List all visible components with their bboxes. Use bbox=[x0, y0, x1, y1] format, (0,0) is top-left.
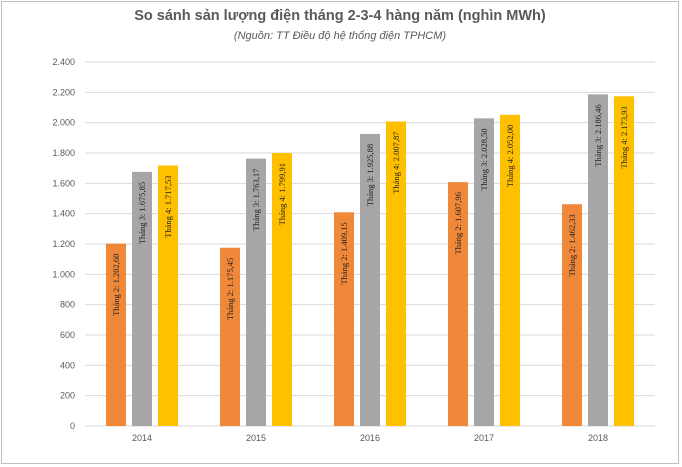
data-label: Tháng 2: 1.202,60 bbox=[111, 254, 121, 316]
bar-tháng-2-2014 bbox=[106, 243, 126, 426]
x-tick-label: 2015 bbox=[246, 433, 266, 443]
y-tick-label: 1.200 bbox=[52, 239, 75, 249]
chart-title: So sánh sản lượng điện tháng 2-3-4 hàng … bbox=[134, 8, 546, 24]
data-label: Tháng 2: 1.607,96 bbox=[453, 192, 463, 254]
data-label: Tháng 3: 2.186,46 bbox=[593, 104, 603, 166]
data-label: Tháng 2: 1.409,15 bbox=[339, 222, 349, 284]
bar-tháng-4-2015 bbox=[272, 153, 292, 426]
bar-tháng-3-2018 bbox=[588, 94, 608, 426]
y-tick-label: 2.200 bbox=[52, 87, 75, 97]
data-label: Tháng 3: 1.925,88 bbox=[365, 144, 375, 206]
bar-tháng-2-2016 bbox=[334, 212, 354, 426]
bar-tháng-4-2016 bbox=[386, 121, 406, 426]
bar-tháng-2-2015 bbox=[220, 247, 240, 426]
y-tick-label: 2.000 bbox=[52, 118, 75, 128]
bar-tháng-4-2014 bbox=[158, 165, 178, 427]
bar-tháng-2-2017 bbox=[448, 182, 468, 426]
y-tick-label: 2.400 bbox=[52, 57, 75, 67]
data-label: Tháng 3: 1.763,17 bbox=[251, 169, 261, 231]
data-label: Tháng 4: 2.007,87 bbox=[391, 131, 401, 193]
x-tick-label: 2014 bbox=[132, 433, 152, 443]
x-axis: 2014 2015 2016 2017 2018 bbox=[132, 433, 608, 443]
data-label: Tháng 4: 1.717,53 bbox=[163, 176, 173, 238]
bar-tháng-4-2017 bbox=[500, 114, 520, 426]
data-label: Tháng 4: 2.173,93 bbox=[619, 106, 629, 168]
bar-tháng-3-2014 bbox=[132, 171, 152, 426]
y-tick-label: 1.400 bbox=[52, 209, 75, 219]
bar-tháng-4-2018 bbox=[614, 96, 634, 426]
y-tick-label: 200 bbox=[60, 391, 75, 401]
bar-tháng-3-2015 bbox=[246, 158, 266, 426]
y-tick-label: 800 bbox=[60, 300, 75, 310]
y-tick-label: 1.800 bbox=[52, 148, 75, 158]
bar-tháng-3-2016 bbox=[360, 133, 380, 426]
data-label: Tháng 2: 1.175,45 bbox=[225, 258, 235, 320]
x-tick-label: 2016 bbox=[360, 433, 380, 443]
x-tick-label: 2018 bbox=[588, 433, 608, 443]
bar-tháng-3-2017 bbox=[474, 118, 494, 426]
x-tick-label: 2017 bbox=[474, 433, 494, 443]
y-tick-label: 1.600 bbox=[52, 178, 75, 188]
chart-subtitle: (Nguồn: TT Điều độ hệ thống điện TPHCM) bbox=[233, 30, 447, 42]
y-tick-label: 0 bbox=[70, 421, 75, 431]
data-label: Tháng 4: 2.052,00 bbox=[505, 125, 515, 187]
data-label: Tháng 3: 1.675,85 bbox=[137, 182, 147, 244]
y-tick-label: 400 bbox=[60, 360, 75, 370]
data-label: Tháng 2: 1.462,33 bbox=[567, 214, 577, 276]
y-tick-label: 600 bbox=[60, 330, 75, 340]
y-tick-label: 1.000 bbox=[52, 269, 75, 279]
data-label: Tháng 3: 2.028,50 bbox=[479, 128, 489, 190]
bar-tháng-2-2018 bbox=[562, 204, 582, 426]
y-axis: 0 200 400 600 800 1.000 1.200 1.400 1.600 1.800 2.… bbox=[52, 57, 75, 431]
data-label: Tháng 4: 1.799,91 bbox=[277, 163, 287, 225]
bars: Tháng 2: 1.202,60 Tháng 3: 1.675,85 Tháng … bbox=[106, 94, 634, 427]
